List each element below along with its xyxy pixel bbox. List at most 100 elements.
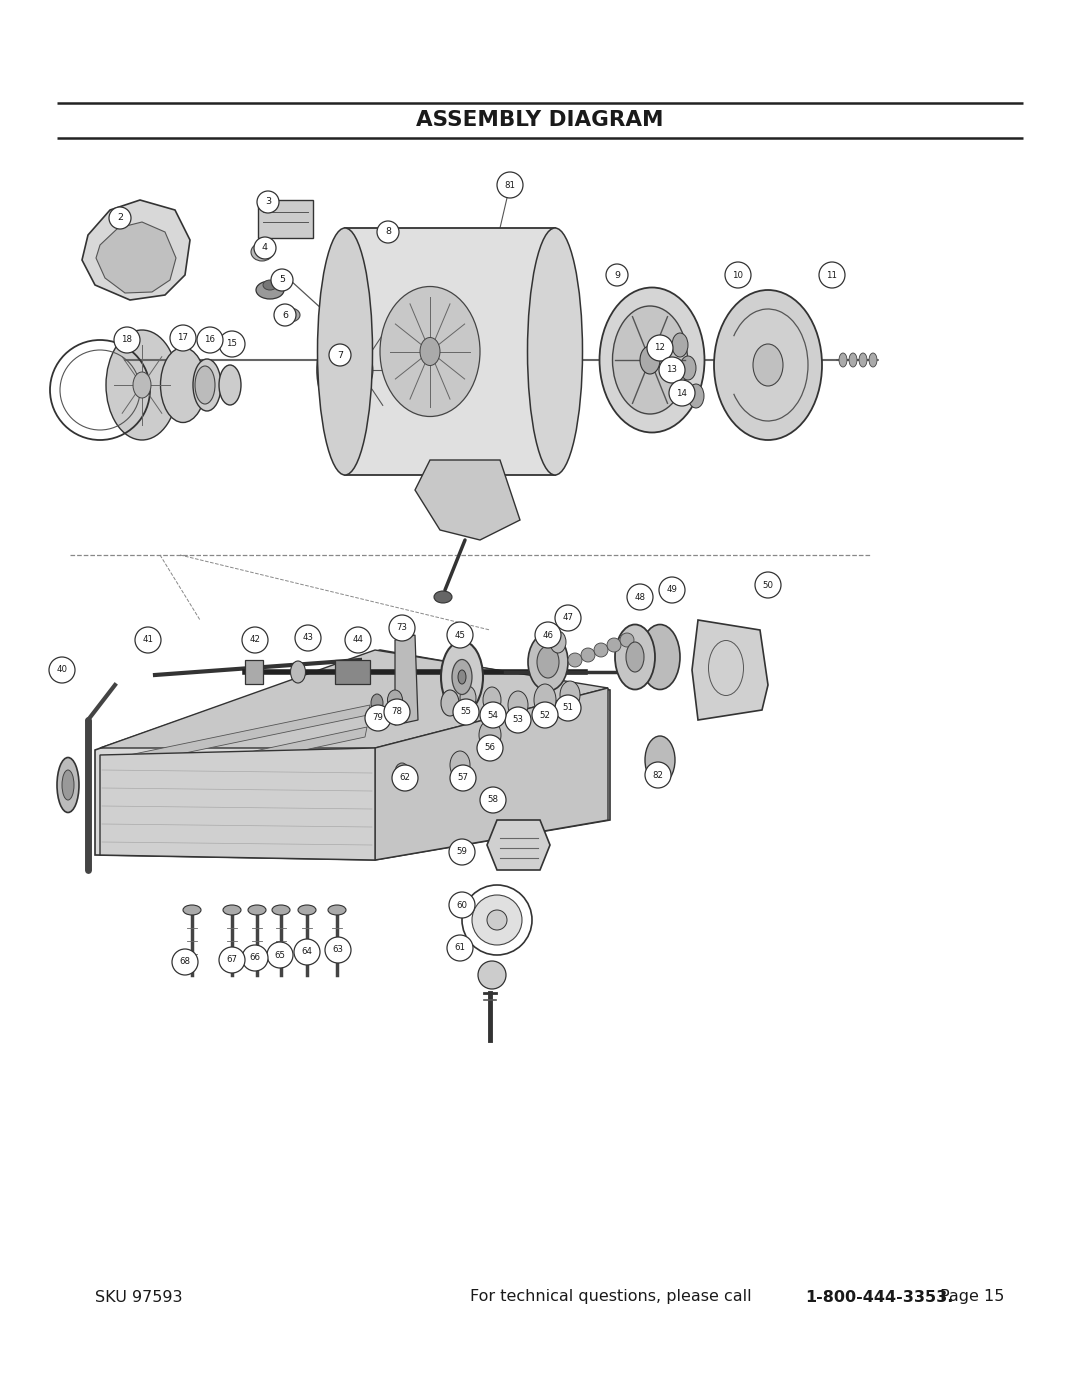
Circle shape [453, 698, 480, 725]
Circle shape [219, 331, 245, 358]
Circle shape [271, 270, 293, 291]
Circle shape [555, 694, 581, 721]
Text: 78: 78 [391, 707, 403, 717]
Ellipse shape [57, 757, 79, 813]
Ellipse shape [450, 752, 470, 780]
Text: 61: 61 [455, 943, 465, 953]
Text: 55: 55 [460, 707, 472, 717]
Text: 45: 45 [455, 630, 465, 640]
Ellipse shape [527, 228, 582, 475]
Circle shape [607, 638, 621, 652]
Circle shape [472, 895, 522, 944]
Ellipse shape [458, 671, 465, 685]
Circle shape [659, 577, 685, 604]
Ellipse shape [195, 366, 215, 404]
Circle shape [242, 627, 268, 652]
Ellipse shape [264, 279, 276, 291]
Text: 1-800-444-3353.: 1-800-444-3353. [805, 1289, 954, 1305]
Circle shape [447, 622, 473, 648]
Circle shape [581, 648, 595, 662]
Text: 41: 41 [143, 636, 153, 644]
Text: 60: 60 [457, 901, 468, 909]
Ellipse shape [626, 643, 644, 672]
Circle shape [345, 627, 372, 652]
Ellipse shape [561, 680, 580, 710]
Circle shape [497, 172, 523, 198]
Text: 43: 43 [302, 633, 313, 643]
Circle shape [659, 358, 685, 383]
Ellipse shape [550, 631, 566, 652]
Text: 10: 10 [732, 271, 743, 279]
Ellipse shape [483, 687, 501, 712]
Ellipse shape [395, 763, 409, 781]
Text: 2: 2 [117, 214, 123, 222]
Ellipse shape [645, 736, 675, 784]
Circle shape [172, 949, 198, 975]
Text: 63: 63 [333, 946, 343, 954]
Circle shape [620, 633, 634, 647]
Polygon shape [395, 636, 418, 725]
Circle shape [819, 263, 845, 288]
Text: 53: 53 [513, 715, 524, 725]
Ellipse shape [193, 359, 221, 411]
Circle shape [449, 893, 475, 918]
Ellipse shape [534, 685, 556, 717]
Ellipse shape [537, 645, 559, 678]
Ellipse shape [480, 719, 501, 750]
Ellipse shape [869, 353, 877, 367]
Circle shape [49, 657, 75, 683]
Ellipse shape [441, 690, 459, 717]
Ellipse shape [380, 286, 480, 416]
Text: 59: 59 [457, 848, 468, 856]
Circle shape [594, 643, 608, 657]
Circle shape [257, 191, 279, 212]
Ellipse shape [599, 288, 704, 433]
Ellipse shape [859, 353, 867, 367]
Text: 15: 15 [227, 339, 238, 348]
Ellipse shape [106, 330, 178, 440]
Text: 7: 7 [337, 351, 343, 359]
Polygon shape [103, 705, 370, 770]
Text: 79: 79 [373, 714, 383, 722]
Ellipse shape [434, 591, 453, 604]
FancyBboxPatch shape [258, 200, 313, 237]
Text: 68: 68 [179, 957, 190, 967]
Circle shape [477, 735, 503, 761]
Circle shape [389, 615, 415, 641]
Circle shape [447, 935, 473, 961]
Circle shape [267, 942, 293, 968]
Ellipse shape [460, 686, 476, 710]
Text: 67: 67 [227, 956, 238, 964]
Text: 18: 18 [121, 335, 133, 345]
Text: 42: 42 [249, 636, 260, 644]
Circle shape [254, 237, 276, 258]
Circle shape [627, 584, 653, 610]
Text: ASSEMBLY DIAGRAM: ASSEMBLY DIAGRAM [416, 110, 664, 130]
Ellipse shape [372, 694, 383, 712]
Ellipse shape [528, 633, 568, 692]
Circle shape [555, 605, 581, 631]
Text: 17: 17 [177, 334, 189, 342]
Text: 5: 5 [279, 275, 285, 285]
Ellipse shape [328, 905, 346, 915]
Ellipse shape [343, 349, 373, 391]
Text: 44: 44 [352, 636, 364, 644]
Text: 8: 8 [384, 228, 391, 236]
Ellipse shape [280, 307, 300, 321]
Text: 12: 12 [654, 344, 665, 352]
Ellipse shape [183, 905, 201, 915]
Text: 14: 14 [676, 388, 688, 398]
Polygon shape [95, 650, 610, 861]
Polygon shape [100, 747, 375, 861]
Text: 57: 57 [458, 774, 469, 782]
Polygon shape [96, 222, 176, 293]
Text: 81: 81 [504, 180, 515, 190]
Text: 66: 66 [249, 954, 260, 963]
Ellipse shape [688, 384, 704, 408]
Text: 3: 3 [265, 197, 271, 207]
Ellipse shape [753, 344, 783, 386]
Circle shape [450, 766, 476, 791]
Polygon shape [113, 749, 364, 814]
Circle shape [669, 380, 696, 407]
Text: 16: 16 [204, 335, 216, 345]
